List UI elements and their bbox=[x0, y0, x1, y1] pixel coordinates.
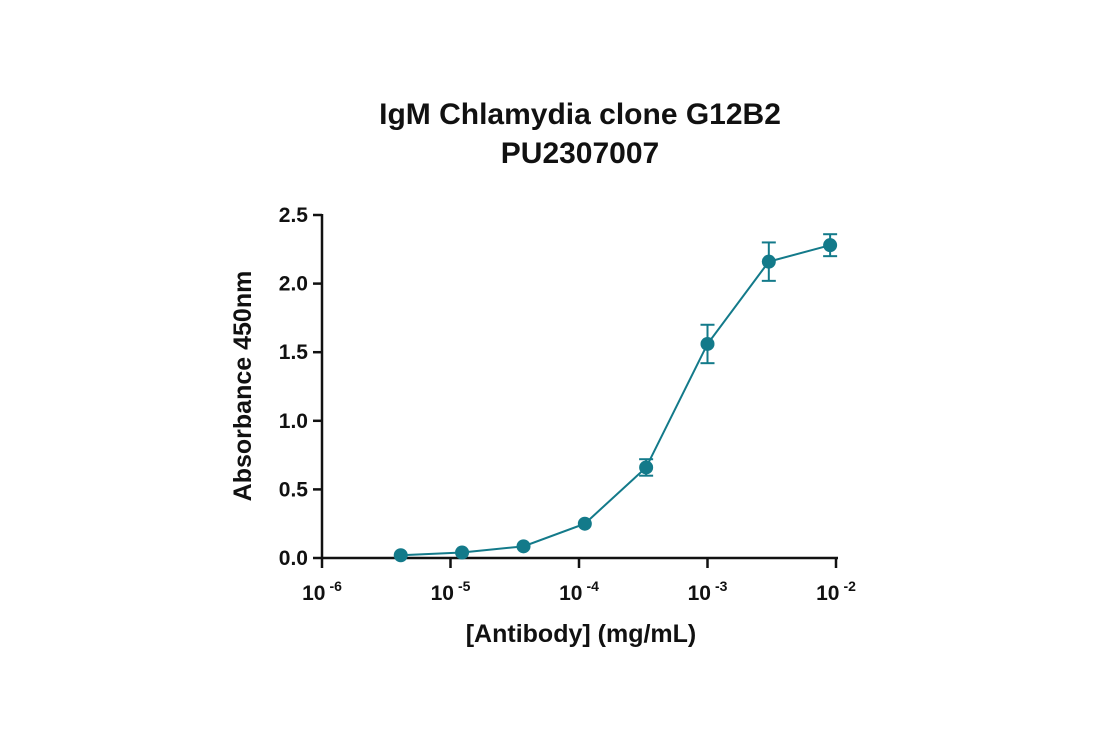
x-tick-label: 10 -6 bbox=[302, 578, 342, 605]
x-axis: 10 -6 10 -5 10 -4 10 -3 10 -2 bbox=[302, 556, 856, 605]
data-point bbox=[639, 460, 654, 475]
y-axis: 0.0 0.5 1.0 1.5 2.0 2.5 bbox=[279, 204, 324, 570]
y-tick-label: 1.5 bbox=[279, 341, 309, 364]
x-tick-label: 10 -3 bbox=[688, 578, 728, 605]
data-point bbox=[577, 516, 592, 531]
chart-title-line-1: IgM Chlamydia clone G12B2 bbox=[379, 98, 781, 131]
x-axis-label: [Antibody] (mg/mL) bbox=[466, 620, 697, 648]
data-point bbox=[700, 336, 715, 351]
data-point bbox=[455, 545, 470, 560]
y-tick-label: 2.5 bbox=[279, 204, 309, 227]
y-tick-label: 2.0 bbox=[279, 273, 308, 296]
data-point bbox=[393, 548, 408, 563]
x-tick-label: 10 -2 bbox=[816, 578, 856, 605]
data-point bbox=[823, 238, 838, 253]
data-point bbox=[761, 254, 776, 269]
series-line bbox=[400, 244, 831, 557]
y-tick-label: 1.0 bbox=[279, 410, 308, 433]
series-group bbox=[393, 233, 838, 563]
y-tick-label: 0.0 bbox=[279, 547, 308, 570]
y-axis-label: Absorbance 450nm bbox=[229, 271, 257, 502]
data-point bbox=[516, 539, 531, 554]
chart-title-line-2: PU2307007 bbox=[501, 137, 659, 170]
x-tick-label: 10 -5 bbox=[431, 578, 471, 605]
y-tick-label: 0.5 bbox=[279, 478, 309, 501]
x-tick-label: 10 -4 bbox=[559, 578, 599, 605]
